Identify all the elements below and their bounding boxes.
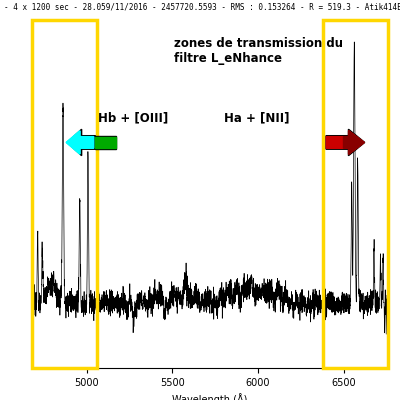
Text: Hb + [OIII]: Hb + [OIII]: [98, 111, 168, 124]
FancyArrow shape: [326, 129, 365, 156]
FancyArrow shape: [66, 131, 94, 154]
FancyArrow shape: [67, 129, 95, 156]
Text: Ha + [NII]: Ha + [NII]: [224, 111, 290, 124]
FancyArrow shape: [95, 137, 116, 148]
Text: zones de transmission du
filtre L_eNhance: zones de transmission du filtre L_eNhanc…: [174, 38, 343, 66]
Bar: [323, 20, 388, 368]
FancyArrow shape: [326, 131, 364, 154]
X-axis label: Wavelength (Å): Wavelength (Å): [172, 393, 248, 400]
FancyArrow shape: [95, 136, 116, 149]
Bar: [32, 20, 97, 368]
Text: - 4 x 1200 sec - 28.059/11/2016 - 2457720.5593 - RMS : 0.153264 - R = 519.3 - At: - 4 x 1200 sec - 28.059/11/2016 - 245772…: [4, 2, 400, 11]
FancyArrow shape: [344, 131, 364, 154]
